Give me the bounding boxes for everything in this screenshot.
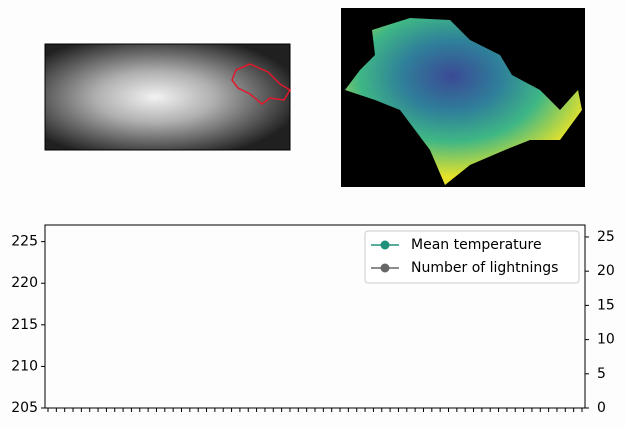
legend-box: [364, 230, 580, 284]
legend-marker: [380, 240, 390, 250]
y2-tick-label: 15: [597, 297, 615, 313]
y2-tick-label: 5: [597, 366, 606, 382]
y-tick-label: 220: [11, 275, 38, 291]
satellite-image: [44, 43, 292, 151]
legend-marker: [380, 263, 390, 273]
y-tick-label: 215: [11, 317, 38, 333]
legend-label: Number of lightnings: [411, 260, 558, 276]
y2-tick-label: 10: [597, 332, 615, 348]
y2-tick-label: 0: [597, 400, 606, 416]
legend-label: Mean temperature: [411, 237, 542, 253]
heat-map-image: [341, 8, 585, 187]
y-tick-label: 210: [11, 358, 38, 374]
y-tick-label: 225: [11, 234, 38, 250]
y-tick-label: 205: [11, 400, 38, 416]
y2-tick-label: 25: [597, 229, 615, 245]
y2-tick-label: 20: [597, 263, 615, 279]
